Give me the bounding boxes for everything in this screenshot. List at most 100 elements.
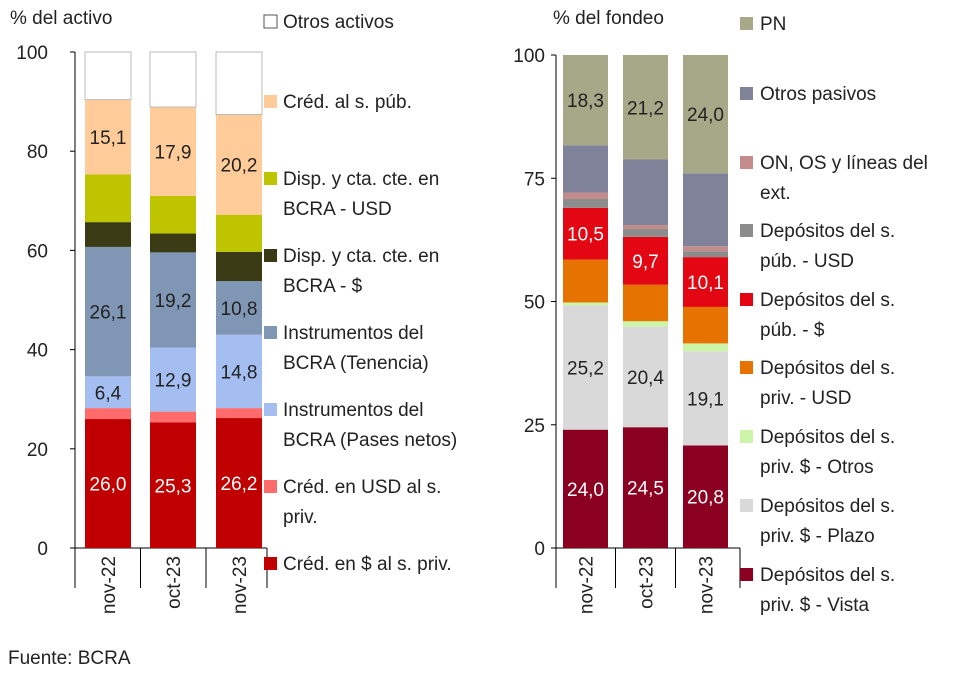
bar-segment xyxy=(85,174,131,223)
data-label: 9,7 xyxy=(632,252,658,273)
data-label: 10,1 xyxy=(687,273,724,294)
legend-label: priv. - USD xyxy=(760,388,851,409)
bar-segment xyxy=(149,51,197,108)
legend-label: priv. $ - Plazo xyxy=(760,526,875,547)
legend-label: Disp. y cta. cte. en xyxy=(283,246,439,267)
data-label: 12,9 xyxy=(155,371,192,392)
right-y-axis-title: % del fondeo xyxy=(553,8,664,29)
y-tick-label: 100 xyxy=(16,43,48,64)
legend-label: Otros pasivos xyxy=(760,84,876,105)
bar-segment xyxy=(623,159,668,226)
bar-segment xyxy=(216,251,262,282)
legend-swatch xyxy=(740,361,753,374)
legend-label: Depósitos del s. xyxy=(760,221,895,242)
source-note: Fuente: BCRA xyxy=(8,648,131,669)
data-label: 15,1 xyxy=(90,128,127,149)
data-label: 21,2 xyxy=(627,98,664,119)
bar-segment xyxy=(85,222,131,247)
bar-segment xyxy=(623,55,668,160)
bar-segment xyxy=(216,214,262,252)
bar-segment xyxy=(150,107,196,196)
legend-label: ext. xyxy=(760,183,791,204)
legend-label: Otros activos xyxy=(283,12,394,33)
y-tick-label: 20 xyxy=(27,440,48,461)
legend-swatch xyxy=(740,224,753,237)
bar-segment xyxy=(216,114,262,215)
y-tick-label: 0 xyxy=(534,539,545,560)
asset-composition-chart: 0 20 40 60 80 100 26,0 6,4 26,1 15,1 nov-22 25,3 12,… xyxy=(16,43,268,614)
legend-label: ON, OS y líneas del xyxy=(760,153,928,174)
data-label: 24,0 xyxy=(567,480,604,501)
legend-swatch xyxy=(264,249,277,262)
bar-segment xyxy=(216,408,262,419)
bar-segment xyxy=(683,55,728,174)
x-tick-label: nov-22 xyxy=(99,556,120,614)
legend-label: púb. - $ xyxy=(760,320,825,341)
data-label: 19,1 xyxy=(687,389,724,410)
data-label: 6,4 xyxy=(95,383,122,404)
y-tick-label: 0 xyxy=(37,539,48,560)
funding-composition-chart: 0 25 50 75 100 24,0 25,2 10,5 18,3 nov-22 24,5 20,4… xyxy=(513,46,741,614)
bar-segment xyxy=(85,408,131,420)
data-label: 10,8 xyxy=(221,299,258,320)
legend-label: BCRA (Pases netos) xyxy=(283,430,457,451)
legend-label: Créd. al s. púb. xyxy=(283,92,412,113)
legend-swatch xyxy=(740,293,753,306)
data-label: 18,3 xyxy=(567,91,604,112)
data-label: 10,5 xyxy=(567,225,604,246)
bar-segment xyxy=(623,229,668,237)
data-label: 17,9 xyxy=(155,142,192,163)
bar-segment xyxy=(563,305,608,430)
y-tick-label: 80 xyxy=(27,142,48,163)
legend-label: Créd. en $ al s. priv. xyxy=(283,554,452,575)
bar-segment xyxy=(216,418,262,548)
bar-segment xyxy=(563,207,608,260)
data-label: 26,0 xyxy=(90,475,127,496)
bar-segment xyxy=(623,321,668,327)
legend-label: PN xyxy=(760,14,786,35)
y-tick-label: 40 xyxy=(27,341,48,362)
bar-segment xyxy=(216,334,262,409)
bar-segment xyxy=(683,306,728,344)
legend-swatch xyxy=(264,95,277,108)
x-tick-label: oct-23 xyxy=(164,556,185,609)
x-tick-label: oct-23 xyxy=(637,556,658,609)
legend-label: BCRA (Tenencia) xyxy=(283,353,429,374)
data-label: 20,8 xyxy=(687,488,724,509)
bar-segment xyxy=(563,198,608,208)
x-tick-label: nov-23 xyxy=(230,556,251,614)
legend-label: priv. $ - Vista xyxy=(760,595,870,616)
x-tick-label: nov-23 xyxy=(697,556,718,614)
legend-swatch xyxy=(740,430,753,443)
asset-legend: Otros activos Créd. al s. púb. Disp. y cta… xyxy=(263,12,457,575)
bar-segment xyxy=(563,55,608,146)
data-label: 26,2 xyxy=(221,474,258,495)
data-label: 24,0 xyxy=(687,105,724,126)
bar-segment xyxy=(563,429,608,548)
bar-segment xyxy=(85,99,131,175)
bar-segment xyxy=(563,259,608,303)
bar-segment xyxy=(216,281,262,335)
y-tick-label: 25 xyxy=(524,416,545,437)
legend-label: Créd. en USD al s. xyxy=(283,477,441,498)
bar-segment xyxy=(150,195,196,234)
bar-segment xyxy=(150,347,196,412)
bar-segment xyxy=(563,302,608,306)
y-tick-label: 75 xyxy=(524,169,545,190)
funding-legend: PN Otros pasivos ON, OS y líneas del ext. De… xyxy=(740,14,928,616)
y-tick-label: 50 xyxy=(524,293,545,314)
legend-label: Disp. y cta. cte. en xyxy=(283,169,439,190)
bar-segment xyxy=(683,445,728,548)
legend-label: priv. xyxy=(283,507,317,528)
bar-segment xyxy=(85,376,131,409)
data-label: 14,8 xyxy=(221,362,258,383)
bar-segment xyxy=(84,51,132,101)
legend-swatch xyxy=(264,326,277,339)
bar-segment xyxy=(563,145,608,193)
bar-segment xyxy=(683,251,728,258)
data-label: 19,2 xyxy=(155,291,192,312)
bar-segment xyxy=(683,343,728,352)
legend-swatch xyxy=(740,156,753,169)
bar-segment xyxy=(683,173,728,247)
